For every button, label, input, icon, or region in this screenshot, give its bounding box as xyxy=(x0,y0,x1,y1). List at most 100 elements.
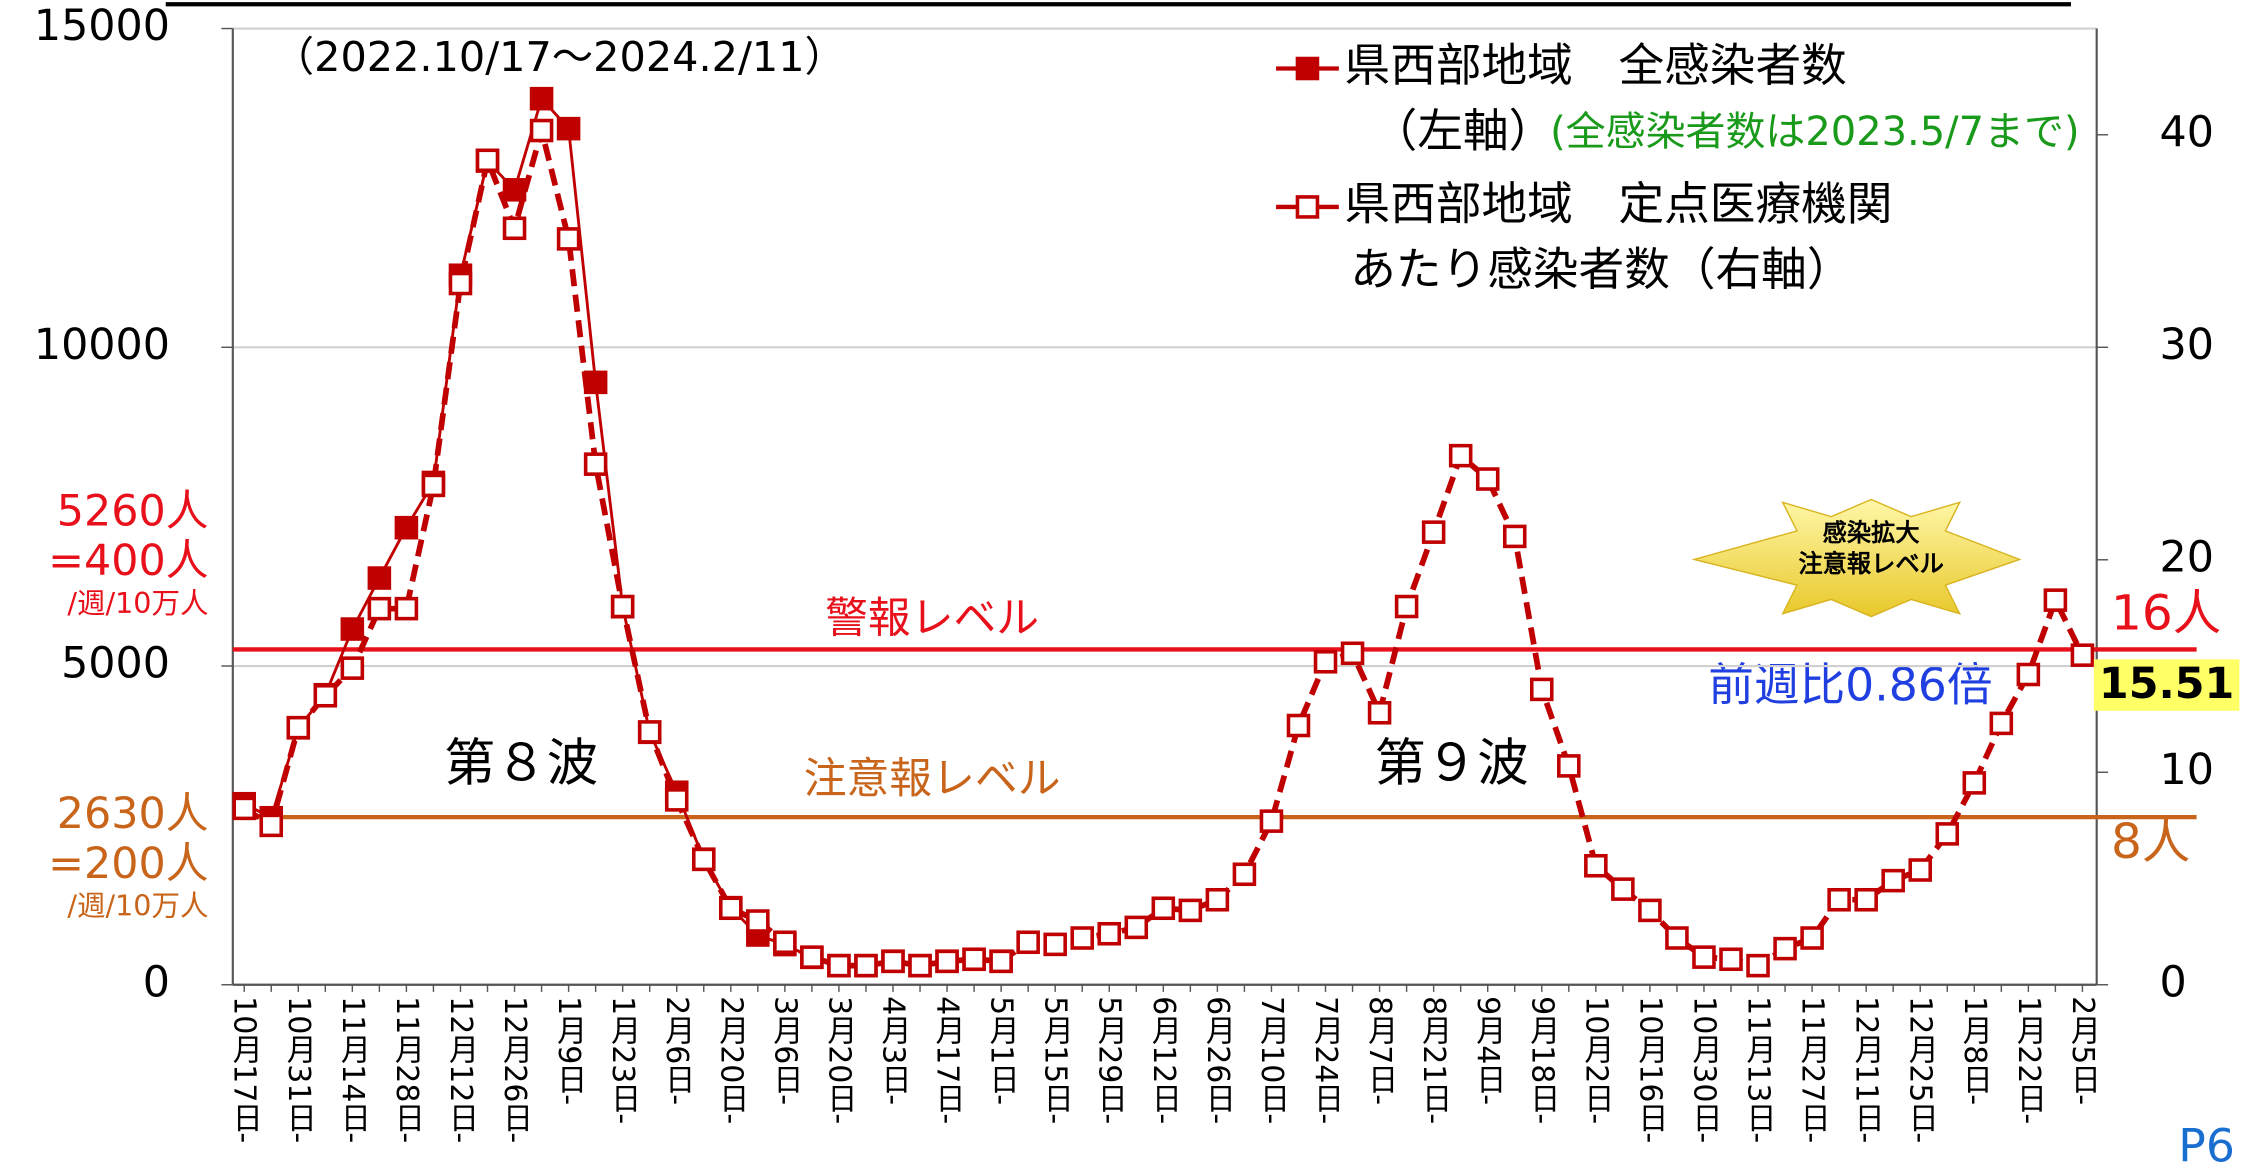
page-number: P6 xyxy=(2178,1119,2235,1172)
x-tick-label: 12月25日- xyxy=(1903,996,1939,1143)
point-marker xyxy=(827,953,851,978)
x-tick-label: 4月17日- xyxy=(930,996,966,1124)
legend-note: （左軸） xyxy=(1372,105,1555,158)
star-text: 注意報レベル xyxy=(1798,549,1944,578)
point-marker xyxy=(1827,887,1851,912)
point-marker xyxy=(1719,947,1743,972)
x-tick-label: 6月12日- xyxy=(1146,996,1182,1124)
x-tick-label: 5月1日- xyxy=(984,996,1020,1105)
point-marker xyxy=(502,178,527,202)
point-marker xyxy=(1394,594,1419,619)
point-marker xyxy=(1502,524,1527,549)
point-marker xyxy=(1340,641,1365,666)
point-marker xyxy=(1286,713,1311,738)
x-tick-label: 7月24日- xyxy=(1308,996,1344,1124)
point-marker xyxy=(529,86,554,111)
wave-9-label: 第９波 xyxy=(1375,733,1529,793)
point-marker xyxy=(421,473,446,498)
point-marker xyxy=(313,683,338,708)
y2-tick-label: 0 xyxy=(2159,957,2186,1007)
point-marker xyxy=(286,715,311,740)
point-marker xyxy=(232,796,256,821)
point-marker xyxy=(394,515,419,540)
value-label: 15.51 xyxy=(2099,659,2234,709)
y2-tick-label: 30 xyxy=(2159,320,2213,370)
x-tick-label: 1月8日- xyxy=(1957,996,1993,1105)
point-marker xyxy=(1475,467,1500,491)
y2-tick-label: 10 xyxy=(2159,745,2213,795)
y-tick-label: 0 xyxy=(143,957,170,1007)
x-tick-label: 2月6日- xyxy=(659,996,695,1105)
reference-right-label: 8人 xyxy=(2111,814,2190,870)
point-marker xyxy=(1178,898,1203,923)
point-marker xyxy=(2043,588,2068,612)
point-marker xyxy=(1854,887,1878,912)
point-marker xyxy=(556,227,581,251)
point-marker xyxy=(691,847,716,872)
value-label-bg xyxy=(2093,659,2240,711)
point-marker xyxy=(502,216,527,241)
point-marker xyxy=(1421,520,1446,544)
series-line xyxy=(243,95,1002,968)
x-tick-label: 10月2日- xyxy=(1578,996,1614,1124)
y2-tick-label: 40 xyxy=(2159,107,2213,157)
point-marker xyxy=(935,949,959,974)
point-marker xyxy=(448,271,473,296)
x-tick-label: 5月29日- xyxy=(1092,996,1128,1124)
legend-note: あたり感染者数（右軸） xyxy=(1350,243,1852,296)
point-marker xyxy=(1800,926,1824,950)
point-marker xyxy=(2070,643,2095,667)
point-marker xyxy=(340,656,365,680)
x-tick-label: 9月18日- xyxy=(1524,996,1560,1124)
reference-label: 警報レベル xyxy=(825,593,1039,643)
reference-left-label: /週/10万人 xyxy=(67,890,208,923)
legend-marker xyxy=(1295,56,1320,81)
reference-left-label: =200人 xyxy=(48,839,208,889)
point-marker xyxy=(719,896,743,921)
point-marker xyxy=(583,452,608,476)
point-marker xyxy=(1448,443,1473,468)
reference-label: 注意報レベル xyxy=(804,754,1061,804)
x-tick-label: 8月21日- xyxy=(1416,996,1452,1124)
point-marker xyxy=(1205,887,1230,912)
legend-marker xyxy=(1295,195,1320,219)
point-marker xyxy=(367,596,392,621)
point-marker xyxy=(962,947,986,972)
point-marker xyxy=(610,594,635,619)
point-marker xyxy=(989,949,1013,974)
x-tick-label: 12月26日- xyxy=(497,996,533,1143)
x-tick-label: 2月20日- xyxy=(713,996,749,1124)
x-tick-label: 1月22日- xyxy=(2011,996,2047,1124)
subtitle: （2022.10/17～2024.2/11） xyxy=(273,33,846,81)
point-marker xyxy=(340,617,365,641)
point-marker xyxy=(1151,896,1176,921)
point-marker xyxy=(664,788,689,812)
y2-tick-label: 20 xyxy=(2159,532,2213,582)
point-marker xyxy=(1692,945,1716,969)
x-tick-label: 11月27日- xyxy=(1795,996,1831,1143)
star-badge xyxy=(1691,498,2022,618)
x-tick-label: 1月23日- xyxy=(605,996,641,1124)
x-tick-label: 3月20日- xyxy=(821,996,857,1124)
point-marker xyxy=(1097,921,1122,946)
x-tick-label: 10月16日- xyxy=(1632,996,1668,1143)
legend-label: 県西部地域 全感染者数 xyxy=(1345,39,1847,92)
point-marker xyxy=(908,953,932,978)
point-marker xyxy=(1638,898,1662,923)
point-marker xyxy=(1367,700,1392,725)
x-tick-label: 6月26日- xyxy=(1200,996,1236,1124)
point-marker xyxy=(2016,662,2041,687)
point-marker xyxy=(1962,771,1987,795)
point-marker xyxy=(1259,809,1284,833)
point-marker xyxy=(773,930,797,955)
point-marker xyxy=(637,720,662,744)
x-tick-label: 11月28日- xyxy=(389,996,425,1143)
point-marker xyxy=(1043,932,1067,957)
point-marker xyxy=(367,566,392,590)
reference-left-label: =400人 xyxy=(48,536,208,586)
y-tick-label: 5000 xyxy=(61,639,170,689)
x-tick-label: 12月11日- xyxy=(1849,996,1885,1143)
reference-left-label: /週/10万人 xyxy=(67,587,208,620)
